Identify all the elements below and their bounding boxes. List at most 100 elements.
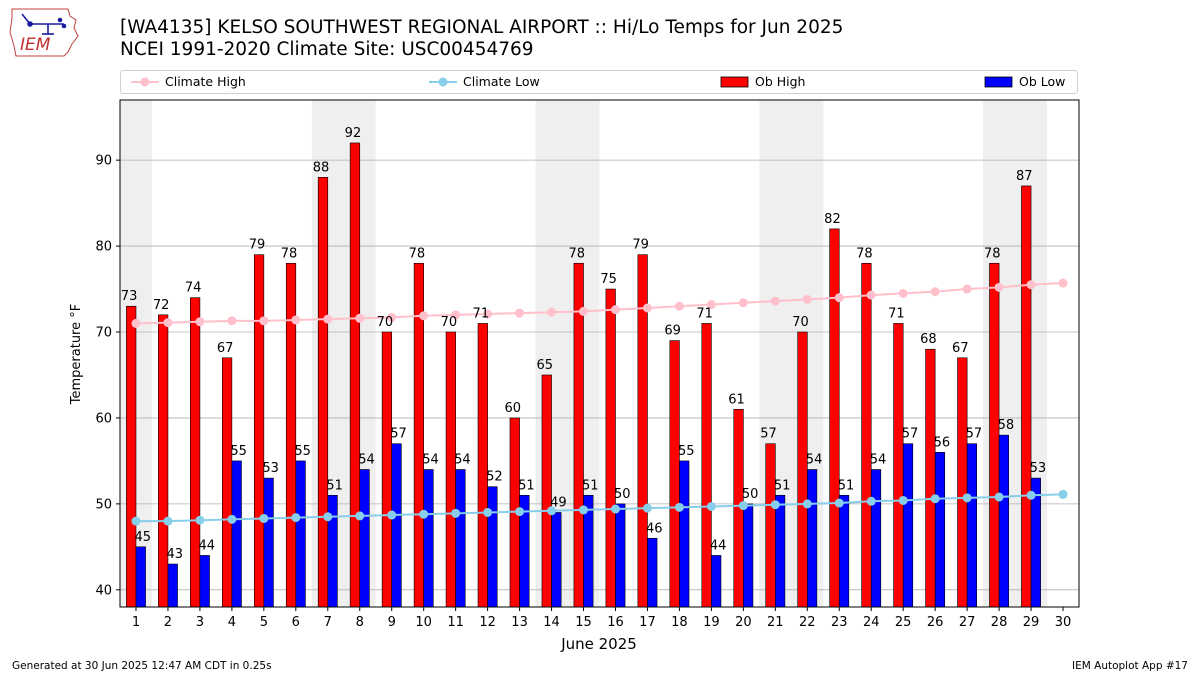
climate-high-point-day-15 — [579, 306, 589, 316]
ob-low-label-day-8: 54 — [358, 453, 375, 468]
climate-high-point-day-28 — [994, 282, 1004, 292]
climate-low-point-day-21 — [770, 500, 780, 510]
y-tick-label-60: 60 — [95, 411, 112, 426]
climate-low-point-day-2 — [163, 516, 173, 526]
climate-high-point-day-26 — [930, 287, 940, 297]
x-tick-label-8: 8 — [356, 615, 364, 630]
climate-high-point-day-9 — [387, 312, 397, 322]
climate-low-point-day-9 — [387, 510, 397, 520]
ob-high-bar-day-16 — [605, 288, 616, 608]
climate-low-point-day-20 — [738, 501, 748, 511]
x-tick-label-12: 12 — [479, 615, 496, 630]
ob-high-bar-day-27 — [957, 357, 968, 608]
climate-low-point-day-15 — [579, 505, 589, 515]
weekend-shade-day-15 — [567, 100, 600, 607]
ob-high-label-day-6: 78 — [281, 246, 298, 261]
ob-high-label-day-17: 79 — [632, 238, 649, 253]
ob-low-bar-day-1 — [135, 546, 146, 608]
climate-high-point-day-16 — [610, 305, 620, 315]
ob-low-bar-day-2 — [167, 563, 178, 608]
climate-high-point-day-19 — [706, 300, 716, 310]
ob-low-label-day-23: 51 — [838, 478, 855, 493]
climate-low-line-icon — [429, 77, 457, 87]
ob-high-bar-day-15 — [573, 262, 584, 608]
climate-high-point-day-11 — [451, 310, 461, 320]
y-tick-label-80: 80 — [95, 240, 112, 255]
ob-high-bar-day-2 — [158, 314, 169, 608]
climate-low-line — [135, 493, 1064, 523]
ob-high-bar-day-28 — [989, 262, 1000, 608]
ob-high-bar-day-19 — [701, 323, 712, 608]
ob-high-label-day-4: 67 — [217, 341, 234, 356]
x-tick-label-22: 22 — [799, 615, 816, 630]
climate-low-point-day-22 — [802, 499, 812, 509]
ob-low-label-day-9: 57 — [390, 427, 407, 442]
ob-high-bar-day-13 — [509, 417, 520, 608]
ob-low-bar-day-10 — [423, 469, 434, 608]
ob-low-bar-day-11 — [455, 469, 466, 608]
climate-low-point-day-29 — [1026, 490, 1036, 500]
footer-generated-text: Generated at 30 Jun 2025 12:47 AM CDT in… — [12, 660, 272, 672]
ob-low-bar-day-26 — [934, 452, 946, 608]
ob-low-bar-day-21 — [775, 494, 786, 608]
ob-low-label-day-18: 55 — [678, 444, 695, 459]
ob-high-label-day-16: 75 — [600, 272, 617, 287]
x-tick-label-3: 3 — [196, 615, 204, 630]
y-tick-label-90: 90 — [95, 154, 112, 169]
chart-title: [WA4135] KELSO SOUTHWEST REGIONAL AIRPOR… — [120, 17, 844, 38]
ob-high-bar-day-3 — [190, 297, 201, 608]
ob-low-bar-day-28 — [998, 434, 1009, 608]
x-tick-label-26: 26 — [927, 615, 944, 630]
ob-low-label-day-26: 56 — [934, 435, 951, 450]
climate-high-point-day-8 — [355, 313, 365, 323]
weekend-shade-day-8 — [343, 100, 376, 607]
ob-high-label-day-19: 71 — [696, 306, 713, 321]
climate-low-point-day-5 — [259, 513, 269, 523]
ob-low-label-day-17: 46 — [646, 521, 663, 536]
ob-low-label-day-21: 51 — [774, 478, 791, 493]
legend-label-ob-high: Ob High — [755, 74, 806, 89]
ob-high-bar-day-10 — [413, 262, 424, 608]
ob-low-label-day-20: 50 — [742, 487, 759, 502]
ob-high-bar-day-6 — [285, 262, 297, 608]
climate-high-point-day-21 — [770, 296, 780, 306]
climate-high-point-day-25 — [898, 288, 908, 298]
x-tick-label-27: 27 — [959, 615, 976, 630]
ob-high-bar-day-21 — [765, 443, 776, 608]
climate-high-point-day-4 — [227, 316, 237, 326]
climate-high-point-day-30 — [1058, 278, 1068, 288]
ob-low-label-day-7: 51 — [326, 478, 343, 493]
x-tick-label-10: 10 — [415, 615, 432, 630]
ob-low-label-day-2: 43 — [166, 547, 183, 562]
ob-low-label-day-15: 51 — [582, 478, 599, 493]
ob-low-label-day-12: 52 — [486, 470, 503, 485]
ob-low-label-day-25: 57 — [902, 427, 919, 442]
ob-high-label-day-27: 67 — [952, 341, 969, 356]
chart-subtitle: NCEI 1991-2020 Climate Site: USC00454769 — [120, 39, 534, 60]
climate-low-point-day-26 — [930, 494, 940, 504]
ob-high-bar-day-20 — [733, 409, 744, 608]
ob-low-label-day-22: 54 — [806, 453, 823, 468]
ob-low-bar-day-16 — [615, 503, 626, 608]
footer-app-text: IEM Autoplot App #17 — [1072, 660, 1188, 672]
ob-high-bar-day-25 — [893, 323, 904, 608]
ob-high-bar-day-9 — [381, 331, 393, 608]
ob-high-label-day-26: 68 — [920, 332, 937, 347]
ob-high-label-day-18: 69 — [664, 324, 681, 339]
x-axis-label: June 2025 — [560, 635, 637, 653]
weekend-shade-day-21 — [759, 100, 792, 607]
ob-low-label-day-3: 44 — [198, 538, 215, 553]
climate-high-line-icon — [131, 77, 159, 87]
climate-low-point-day-30 — [1058, 489, 1068, 499]
x-tick-label-17: 17 — [639, 615, 656, 630]
climate-low-point-day-3 — [195, 515, 205, 525]
ob-low-label-day-24: 54 — [870, 453, 887, 468]
y-axis-label: Temperature °F — [69, 304, 84, 405]
climate-low-point-day-1 — [131, 516, 141, 526]
ob-high-label-day-20: 61 — [728, 392, 745, 407]
ob-low-swatch-icon — [984, 76, 1013, 88]
climate-high-point-day-13 — [515, 308, 525, 318]
x-tick-label-5: 5 — [260, 615, 268, 630]
x-tick-label-19: 19 — [703, 615, 720, 630]
